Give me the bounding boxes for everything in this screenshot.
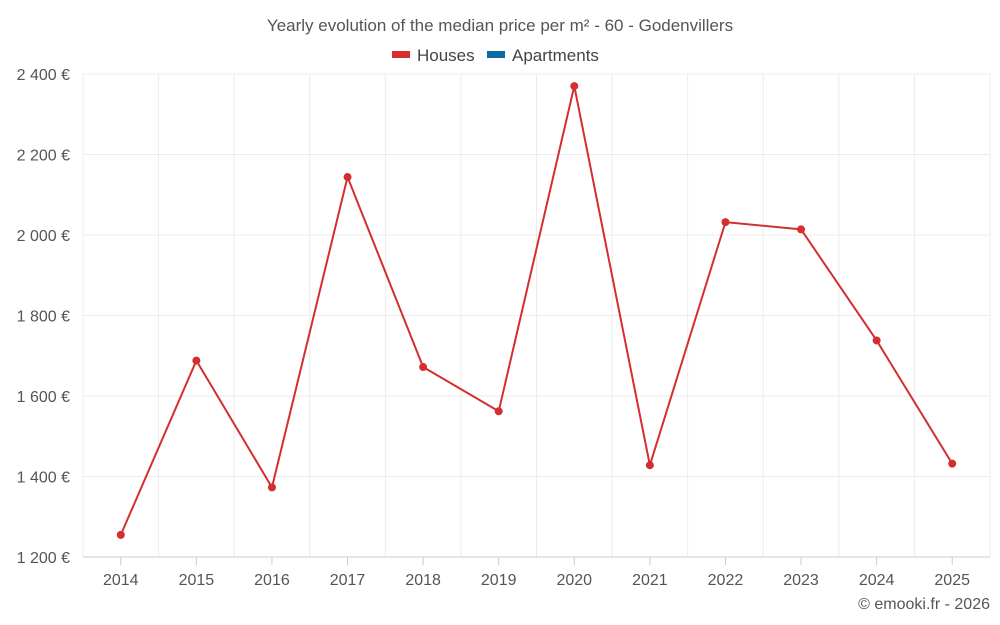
x-tick-label: 2024: [859, 572, 895, 589]
legend-label-apartments: Apartments: [512, 46, 599, 65]
x-tick-label: 2018: [405, 572, 441, 589]
data-point[interactable]: [872, 336, 881, 345]
legend-item-apartments[interactable]: Apartments: [487, 46, 599, 65]
grid: [82, 73, 991, 557]
data-point[interactable]: [494, 407, 503, 416]
y-tick-label: 2 200 €: [17, 148, 70, 165]
y-tick-label: 1 800 €: [17, 309, 70, 326]
x-tick-label: 2021: [632, 572, 668, 589]
credit-text: © emooki.fr - 2026: [858, 596, 990, 613]
data-point[interactable]: [267, 483, 276, 492]
legend: Houses Apartments: [392, 46, 599, 65]
data-point[interactable]: [570, 82, 579, 91]
data-point[interactable]: [343, 173, 352, 182]
x-tick-label: 2023: [783, 572, 819, 589]
data-point[interactable]: [192, 356, 201, 365]
y-tick-label: 1 600 €: [17, 389, 70, 406]
y-tick-label: 2 400 €: [17, 67, 70, 84]
data-point[interactable]: [419, 363, 428, 372]
data-point[interactable]: [721, 218, 730, 227]
data-point[interactable]: [116, 530, 125, 539]
legend-label-houses: Houses: [417, 46, 475, 65]
legend-swatch-houses: [392, 51, 410, 58]
x-tick-label: 2019: [481, 572, 517, 589]
x-tick-label: 2025: [934, 572, 970, 589]
x-tick-label: 2015: [179, 572, 215, 589]
axes: 1 200 € 1 400 € 1 600 € 1 800 € 2 000 € 2 200…: [17, 67, 990, 589]
chart-title: Yearly evolution of the median price per…: [267, 16, 733, 35]
series-line-houses: [119, 85, 954, 536]
x-tick-label: 2022: [708, 572, 744, 589]
data-point[interactable]: [797, 225, 806, 234]
x-tick-label: 2020: [556, 572, 592, 589]
y-tick-label: 1 200 €: [17, 550, 70, 567]
legend-swatch-apartments: [487, 51, 505, 58]
legend-item-houses[interactable]: Houses: [392, 46, 475, 65]
x-tick-label: 2017: [330, 572, 366, 589]
data-point[interactable]: [948, 459, 957, 468]
data-point[interactable]: [645, 461, 654, 470]
x-tick-label: 2014: [103, 572, 139, 589]
x-tick-label: 2016: [254, 572, 290, 589]
series-houses: [116, 82, 957, 539]
y-tick-label: 1 400 €: [17, 470, 70, 487]
y-tick-label: 2 000 €: [17, 228, 70, 245]
